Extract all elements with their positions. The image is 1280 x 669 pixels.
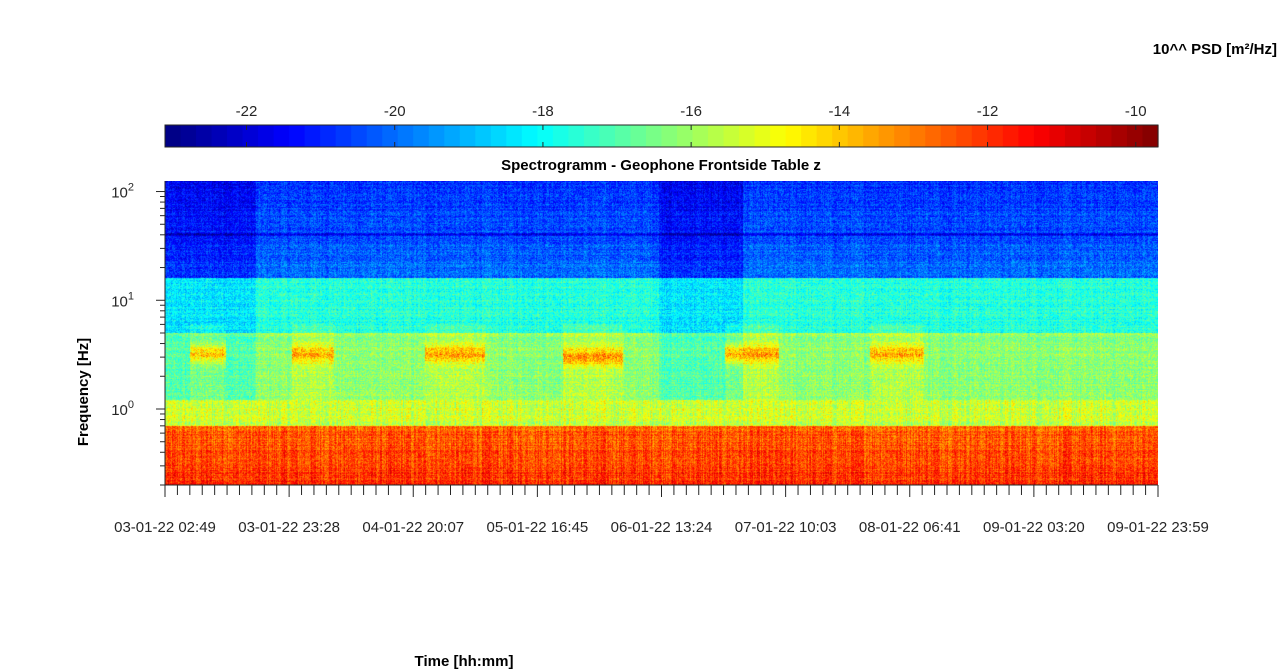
colorbar-cell — [366, 125, 383, 147]
colorbar-cell — [227, 125, 244, 147]
colorbar-cell — [785, 125, 802, 147]
colorbar-cell — [1064, 125, 1082, 147]
x-tick-label: 03-01-22 23:28 — [238, 519, 340, 536]
x-tick-label: 08-01-22 06:41 — [859, 519, 961, 536]
colorbar-tick-label: -16 — [680, 103, 702, 120]
x-tick-label: 07-01-22 10:03 — [735, 519, 837, 536]
colorbar-cell — [304, 125, 321, 147]
colorbar-cell — [987, 125, 1004, 147]
colorbar-cell — [739, 125, 756, 147]
colorbar-frame — [164, 124, 1159, 148]
colorbar-cell — [956, 125, 973, 147]
colorbar-cell — [1033, 125, 1050, 147]
colorbar-cell — [552, 125, 570, 147]
y-tick-label: 100 — [111, 399, 134, 419]
colorbar-cell — [475, 125, 492, 147]
colorbar-cell — [971, 125, 988, 147]
colorbar-tick-label: -22 — [236, 103, 258, 120]
colorbar-cell — [630, 125, 647, 147]
x-axis-ticks: 03-01-22 02:49 03-01-22 23:28 04-01-22 20:… — [114, 485, 1209, 536]
colorbar-cell — [242, 125, 259, 147]
colorbar-cell — [382, 125, 399, 147]
colorbar-cell — [645, 125, 663, 147]
colorbar-cell — [863, 125, 880, 147]
colorbar-cell — [1142, 125, 1159, 147]
chart-title: Spectrogramm - Geophone Frontside Table … — [501, 157, 821, 174]
colorbar-cell — [1049, 125, 1066, 147]
colorbar-cell — [801, 125, 818, 147]
colorbar-cell — [878, 125, 895, 147]
colorbar-tick-label: -10 — [1125, 103, 1147, 120]
colorbar-cell — [1095, 125, 1113, 147]
colorbar-ticks: -22 -20 -18 -16 -14 -12 -10 — [236, 103, 1147, 147]
colorbar-cell — [770, 125, 787, 147]
colorbar-cell — [521, 125, 538, 147]
colorbar-cell — [320, 125, 337, 147]
colorbar-cell — [583, 125, 601, 147]
colorbar-cell — [196, 125, 213, 147]
colorbar-cell — [413, 125, 430, 147]
x-tick-label: 09-01-22 03:20 — [983, 519, 1085, 536]
colorbar-cell — [925, 125, 942, 147]
colorbar-cell — [1002, 125, 1019, 147]
colorbar-cell — [351, 125, 368, 147]
colorbar-cell — [661, 125, 678, 147]
y-axis-ticks: 100 101 102 — [111, 182, 165, 486]
colorbar-cell — [428, 125, 445, 147]
colorbar-tick-label: -12 — [977, 103, 999, 120]
colorbar-tick-label: -18 — [532, 103, 554, 120]
colorbar-cell — [506, 125, 523, 147]
colorbar-tick-label: -14 — [829, 103, 851, 120]
colorbar-cell — [599, 125, 616, 147]
colorbar-cell — [1111, 125, 1128, 147]
colorbar-cell — [490, 125, 507, 147]
x-tick-label: 05-01-22 16:45 — [487, 519, 589, 536]
x-tick-label: 09-01-22 23:59 — [1107, 519, 1209, 536]
colorbar-cell — [165, 125, 182, 147]
colorbar-cell — [1126, 125, 1144, 147]
colorbar-cell — [1018, 125, 1035, 147]
colorbar-cell — [211, 125, 228, 147]
colorbar-cell — [537, 125, 554, 147]
colorbar-cell — [940, 125, 957, 147]
colorbar-cell — [614, 125, 632, 147]
colorbar-cell — [397, 125, 414, 147]
colorbar-cell — [816, 125, 833, 147]
colorbar-cell — [894, 125, 911, 147]
colorbar-cell — [289, 125, 306, 147]
colorbar-label: 10^^ PSD [m²/Hz] — [1153, 41, 1277, 58]
x-axis-label: Time [hh:mm] — [415, 653, 514, 669]
colorbar-cells — [165, 125, 1159, 147]
colorbar-cell — [258, 125, 275, 147]
colorbar-cell — [677, 125, 694, 147]
spectrogram-heatmap — [165, 181, 1158, 485]
colorbar-cell — [1080, 125, 1097, 147]
x-tick-label: 04-01-22 20:07 — [362, 519, 464, 536]
colorbar-cell — [832, 125, 849, 147]
colorbar-tick-label: -20 — [384, 103, 406, 120]
colorbar-cell — [708, 125, 725, 147]
colorbar-cell — [180, 125, 197, 147]
x-tick-label: 03-01-22 02:49 — [114, 519, 216, 536]
colorbar-cell — [847, 125, 864, 147]
x-tick-label: 06-01-22 13:24 — [611, 519, 713, 536]
colorbar-cell — [273, 125, 290, 147]
colorbar-cell — [692, 125, 709, 147]
colorbar-cell — [909, 125, 926, 147]
colorbar-cell — [754, 125, 771, 147]
colorbar-cell — [459, 125, 476, 147]
spectrogram-plot-area — [165, 181, 1158, 485]
y-axis-label: Frequency [Hz] — [75, 338, 92, 446]
y-tick-label: 101 — [111, 290, 134, 310]
colorbar-cell — [335, 125, 352, 147]
colorbar-cell — [568, 125, 585, 147]
y-tick-label: 102 — [111, 182, 134, 202]
colorbar-cell — [723, 125, 740, 147]
colorbar-cell — [444, 125, 461, 147]
colorbar: -22 -20 -18 -16 -14 -12 -10 — [164, 103, 1159, 148]
